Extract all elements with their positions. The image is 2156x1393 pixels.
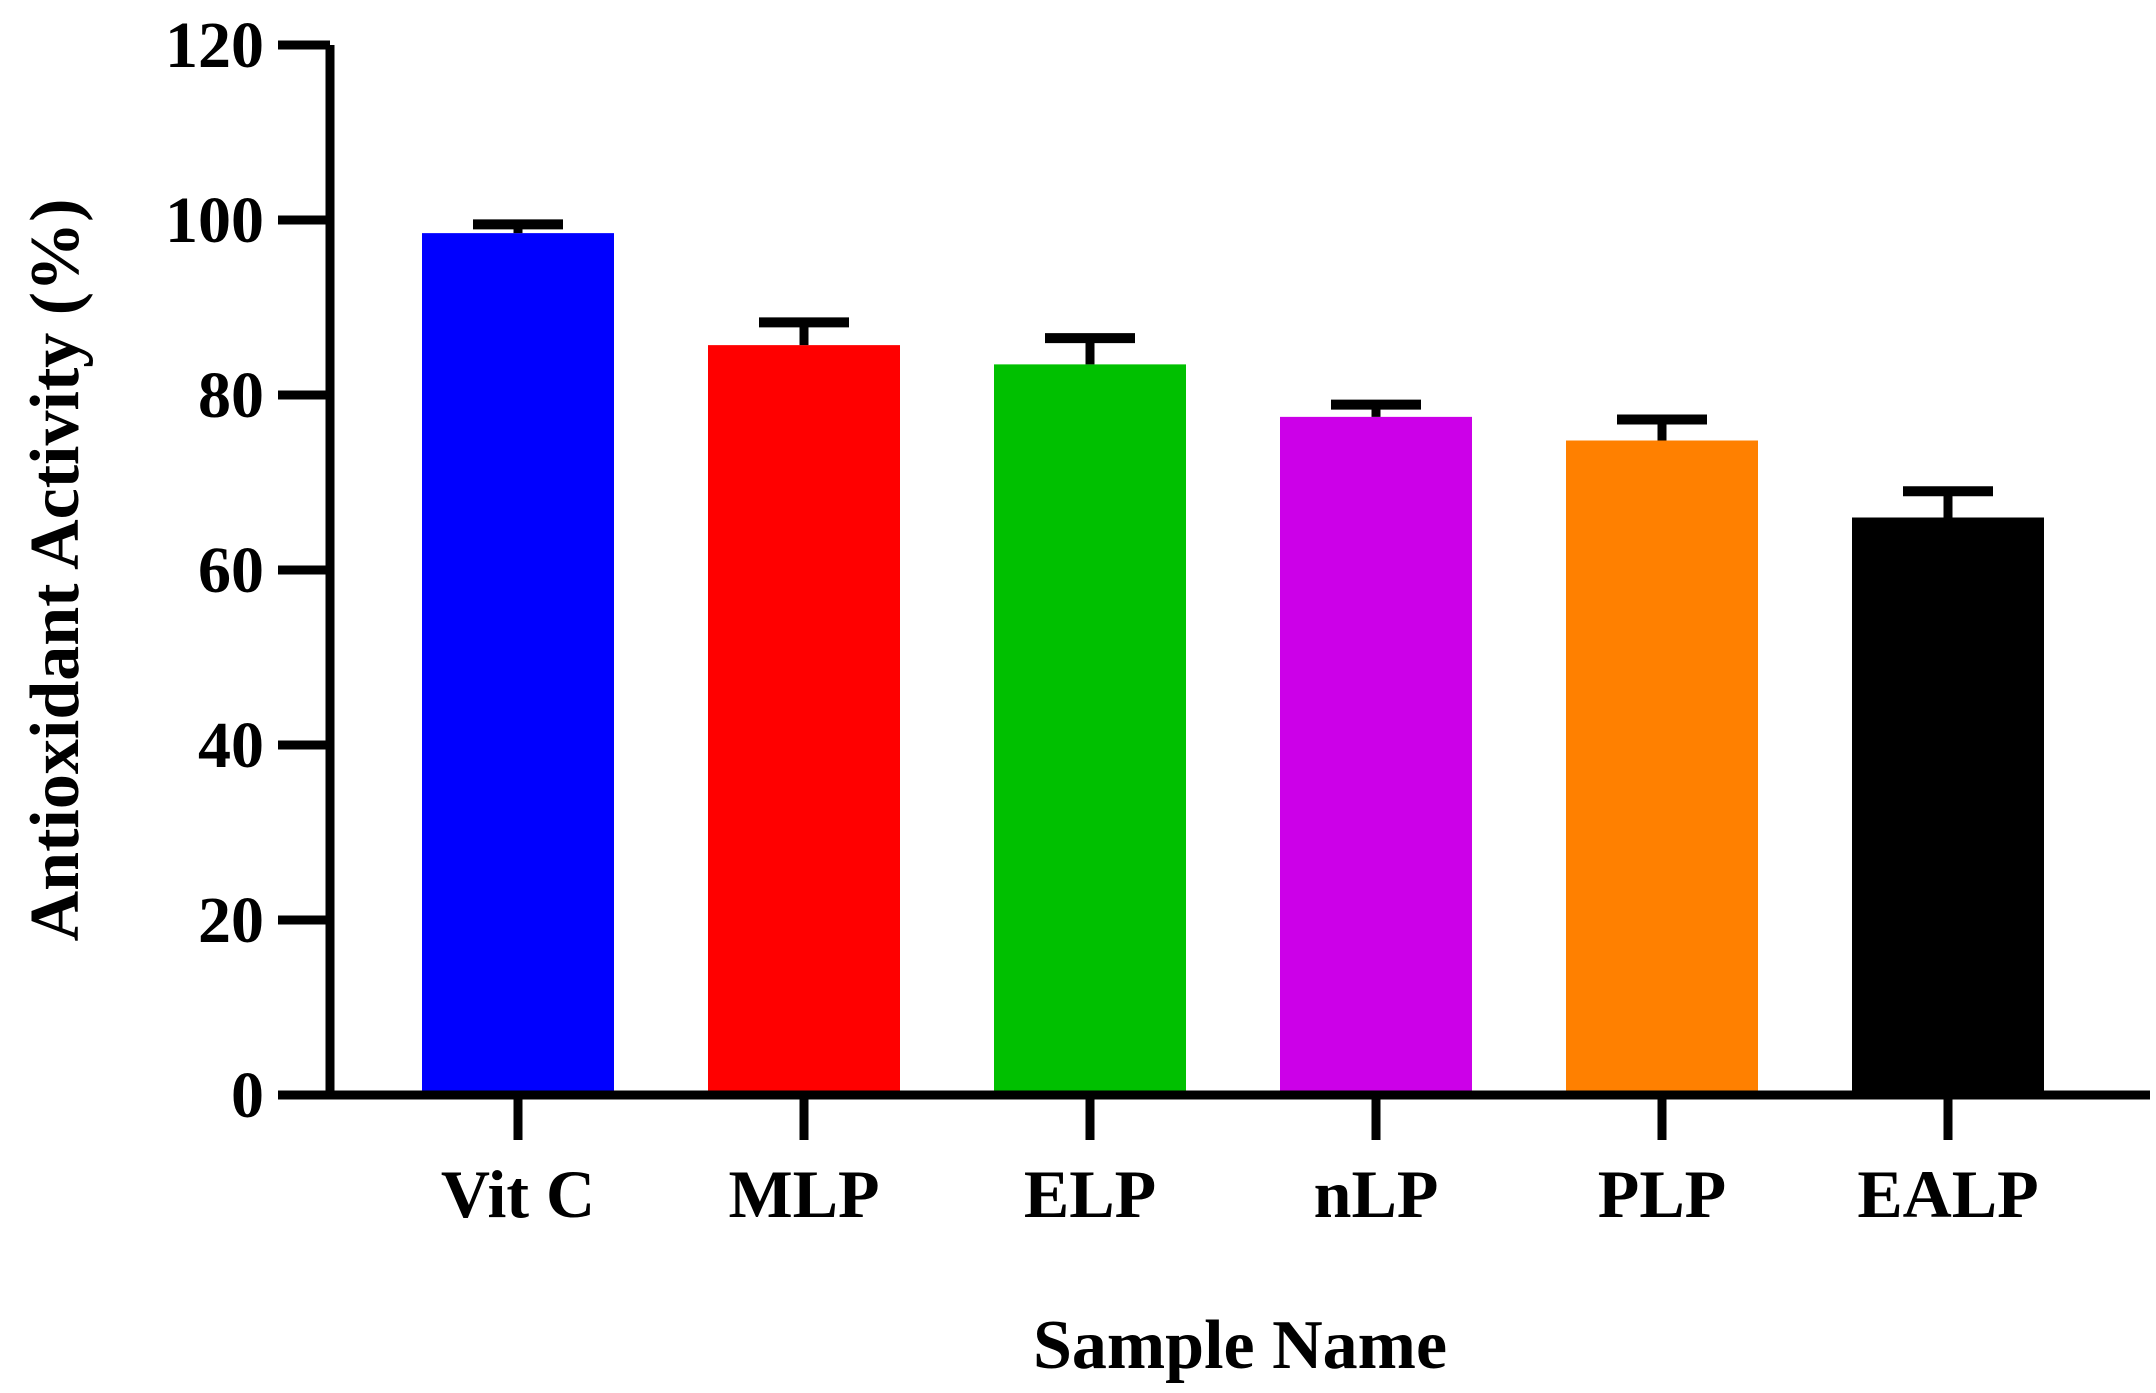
error-bar — [1617, 414, 1707, 441]
error-bar — [1045, 333, 1135, 365]
y-ticks-layer: 0 20 40 60 80 100 120 — [165, 9, 330, 1132]
x-tick-label: MLP — [728, 1156, 879, 1232]
error-bar — [1903, 486, 1993, 518]
x-tick-label: nLP — [1314, 1156, 1439, 1232]
bar-elp — [994, 364, 1186, 1095]
x-tick-label: EALP — [1857, 1156, 2038, 1232]
y-tick-label: 100 — [165, 184, 264, 257]
y-tick-label: 80 — [198, 359, 264, 432]
x-ticks-layer: Vit C MLP ELP nLP PLP EALP — [441, 1095, 2039, 1232]
x-tick-label: ELP — [1024, 1156, 1156, 1232]
bar-mlp — [708, 345, 900, 1095]
bar-vit-c — [422, 233, 614, 1095]
y-tick-label: 0 — [231, 1059, 264, 1132]
error-bar — [1331, 399, 1421, 417]
error-bar — [759, 317, 849, 346]
bar-ealp — [1852, 517, 2044, 1095]
bars-layer — [422, 233, 2044, 1095]
y-tick-label: 40 — [198, 709, 264, 782]
error-bar — [473, 219, 563, 234]
y-tick-label: 60 — [198, 534, 264, 607]
x-tick-label: PLP — [1598, 1156, 1726, 1232]
bar-nlp — [1280, 416, 1472, 1095]
x-axis-title: Sample Name — [1033, 1307, 1447, 1384]
x-tick-label: Vit C — [441, 1156, 595, 1232]
y-tick-label: 20 — [198, 884, 264, 957]
y-tick-label: 120 — [165, 9, 264, 82]
y-axis-title: Antioxidant Activity (%) — [17, 199, 94, 942]
error-bars-layer — [473, 219, 1993, 518]
bar-plp — [1566, 440, 1758, 1095]
